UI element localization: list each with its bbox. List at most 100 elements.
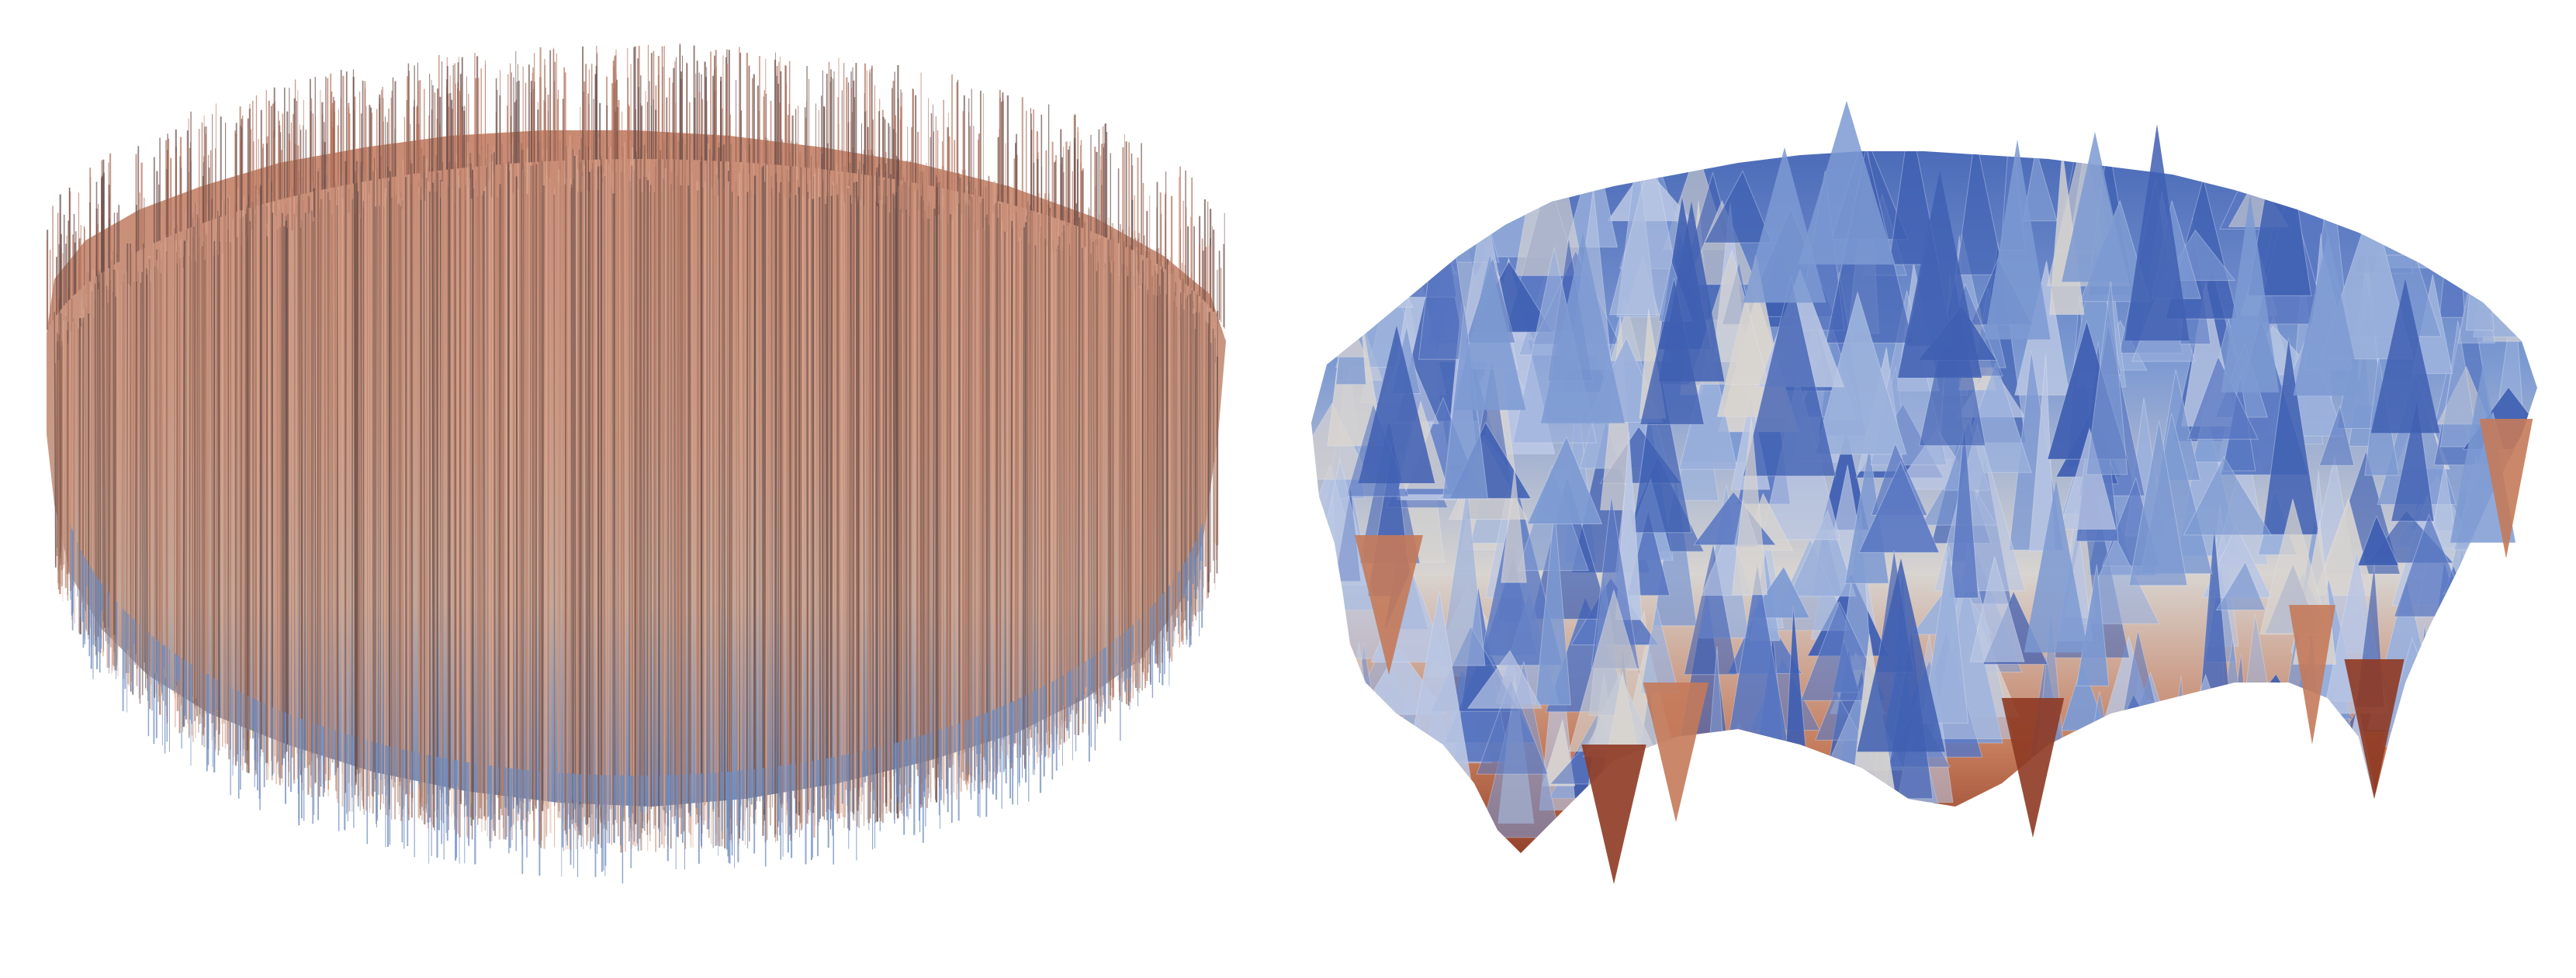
left-strand: [136, 271, 139, 686]
left-strand: [1216, 356, 1218, 574]
left-strand: [836, 183, 839, 810]
left-strand: [708, 149, 711, 838]
left-strand: [789, 152, 791, 811]
left-strand: [711, 187, 715, 812]
left-strand: [1009, 186, 1012, 763]
left-strand: [576, 168, 578, 849]
left-strand: [832, 181, 836, 810]
right-peak: [2215, 561, 2266, 610]
left-strand: [819, 196, 822, 819]
right-peak: [1788, 509, 1857, 597]
left-strand: [178, 250, 180, 689]
left-strand: [1101, 223, 1103, 707]
right-peak: [1608, 151, 1686, 316]
right-peak: [2357, 515, 2399, 566]
right-peak: [2492, 581, 2537, 696]
left-strand: [1061, 232, 1063, 721]
left-strand: [670, 171, 673, 817]
left-strand: [1014, 211, 1017, 744]
left-strand: [961, 175, 965, 772]
left-strand: [947, 188, 951, 760]
left-strand: [753, 194, 757, 810]
right-peak: [2418, 653, 2485, 795]
left-strand: [451, 189, 453, 818]
right-peak: [1632, 353, 1692, 534]
left-strand: [147, 269, 148, 679]
right-peak: [2491, 669, 2537, 828]
left-strand: [706, 137, 709, 830]
left-strand: [985, 187, 987, 788]
left-strand: [808, 179, 811, 816]
left-strand: [861, 171, 864, 802]
left-strand: [981, 227, 985, 790]
right-peak: [1731, 417, 1768, 596]
left-strand: [203, 209, 205, 714]
left-strand: [676, 176, 679, 810]
left-strand: [1153, 265, 1156, 641]
left-strand: [989, 177, 991, 783]
left-strand: [777, 192, 780, 828]
left-strand: [639, 159, 641, 846]
left-strand: [594, 144, 598, 809]
left-strand: [435, 154, 439, 830]
left-strand: [261, 206, 264, 753]
left-strand: [227, 197, 230, 759]
left-strand: [373, 206, 377, 792]
left-strand: [193, 260, 197, 709]
right-peak: [1948, 423, 1979, 599]
left-strand: [860, 206, 862, 815]
left-strand: [327, 181, 329, 797]
right-peak: [1969, 556, 2025, 662]
left-strand: [287, 213, 289, 787]
right-peak: [2183, 455, 2273, 536]
left-strand: [1117, 281, 1120, 693]
right-peak: [2187, 355, 2259, 440]
left-strand: [1058, 236, 1061, 745]
right-peak: [1889, 151, 1940, 265]
left-strand: [602, 133, 604, 821]
left-strand: [398, 203, 400, 807]
left-strand: [210, 199, 213, 724]
left-strand: [202, 207, 206, 736]
left-strand: [244, 237, 247, 755]
left-strand: [334, 189, 338, 790]
left-strand: [522, 171, 525, 819]
left-strand: [636, 159, 639, 844]
left-strand: [1050, 216, 1053, 734]
left-strand: [299, 178, 302, 768]
right-peak: [1703, 170, 1773, 244]
left-strand: [916, 164, 919, 776]
left-strand: [600, 165, 603, 848]
left-strand: [362, 207, 365, 815]
left-strand: [1048, 207, 1051, 748]
left-strand: [379, 156, 382, 810]
left-strand: [275, 215, 278, 785]
left-strand: [847, 185, 850, 814]
left-strand: [1112, 275, 1115, 698]
left-strand: [1061, 235, 1065, 724]
left-strand: [317, 171, 319, 759]
left-strand: [210, 217, 214, 741]
right-peak: [1683, 543, 1738, 676]
left-strand: [1122, 264, 1124, 683]
left-strand: [940, 210, 943, 797]
left-strand: [646, 177, 649, 824]
left-strand: [590, 169, 594, 841]
left-strand: [718, 147, 721, 847]
left-strand: [570, 191, 572, 852]
right-tall-peak: [1857, 558, 1945, 752]
left-strand: [992, 181, 994, 748]
left-strand: [684, 176, 686, 831]
left-strand: [65, 312, 67, 586]
left-strand: [995, 195, 998, 746]
left-strand: [981, 198, 985, 782]
left-strand: [888, 176, 890, 782]
left-strand: [374, 157, 376, 779]
left-strand: [615, 171, 618, 824]
left-strand: [455, 154, 459, 805]
left-strand: [440, 181, 443, 821]
right-valley-spike: [1581, 745, 1646, 884]
right-peak: [1514, 151, 1585, 276]
left-strand: [310, 209, 314, 798]
left-strand: [511, 192, 514, 803]
